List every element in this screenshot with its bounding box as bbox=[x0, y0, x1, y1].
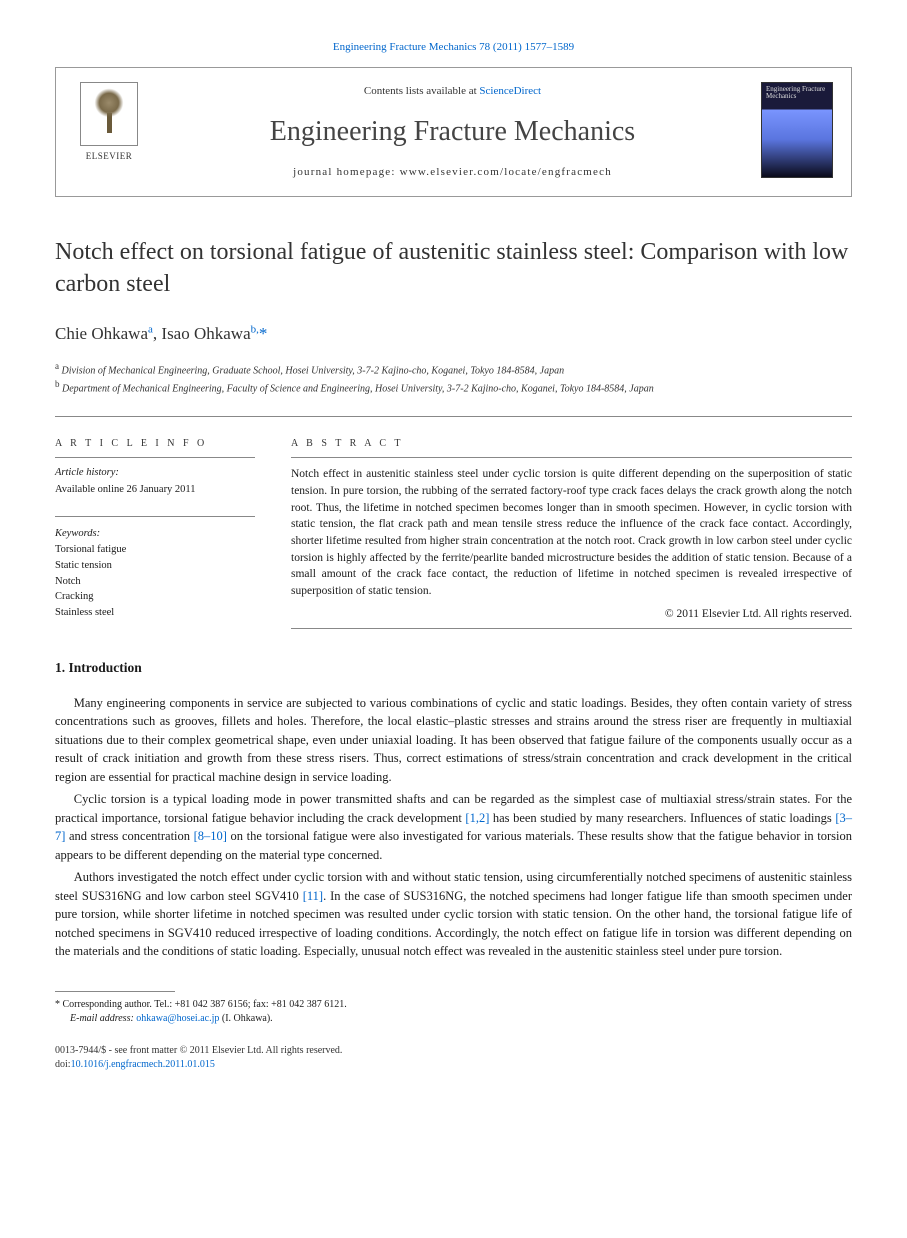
footer-copyright-line: 0013-7944/$ - see front matter © 2011 El… bbox=[55, 1044, 852, 1058]
running-head: Engineering Fracture Mechanics 78 (2011)… bbox=[55, 40, 852, 55]
corresponding-email-link[interactable]: ohkawa@hosei.ac.jp bbox=[136, 1013, 219, 1024]
keyword-item: Cracking bbox=[55, 590, 255, 605]
email-footnote: E-mail address: ohkawa@hosei.ac.jp (I. O… bbox=[55, 1012, 852, 1026]
footer-doi-line: doi:10.1016/j.engfracmech.2011.01.015 bbox=[55, 1058, 852, 1072]
keywords-label: Keywords: bbox=[55, 527, 255, 542]
keyword-item: Stainless steel bbox=[55, 606, 255, 621]
cover-thumb-title: Engineering Fracture Mechanics bbox=[766, 86, 828, 100]
keyword-item: Static tension bbox=[55, 559, 255, 574]
journal-title: Engineering Fracture Mechanics bbox=[162, 112, 743, 151]
publisher-name: ELSEVIER bbox=[74, 150, 144, 163]
citation-link-8-10[interactable]: [8–10] bbox=[194, 829, 227, 843]
email-label: E-mail address: bbox=[70, 1013, 136, 1024]
article-history-value: Available online 26 January 2011 bbox=[55, 483, 255, 498]
footnote-corr-text: Corresponding author. Tel.: +81 042 387 … bbox=[60, 999, 347, 1010]
affil-a-text: Division of Mechanical Engineering, Grad… bbox=[62, 365, 565, 376]
affil-a-sup: a bbox=[55, 361, 59, 371]
info-divider bbox=[55, 516, 255, 517]
publisher-logo-block: ELSEVIER bbox=[74, 82, 144, 163]
para2-text-b: has been studied by many researchers. In… bbox=[489, 811, 835, 825]
article-info-label: A R T I C L E I N F O bbox=[55, 437, 255, 458]
journal-homepage: journal homepage: www.elsevier.com/locat… bbox=[162, 165, 743, 180]
intro-para-1: Many engineering components in service a… bbox=[55, 694, 852, 787]
doi-link[interactable]: 10.1016/j.engfracmech.2011.01.015 bbox=[71, 1059, 215, 1070]
abstract-copyright: © 2011 Elsevier Ltd. All rights reserved… bbox=[291, 606, 852, 622]
citation-link-1-2[interactable]: [1,2] bbox=[465, 811, 489, 825]
masthead-row: ELSEVIER Contents lists available at Sci… bbox=[74, 82, 833, 180]
corresponding-author-footnote: * Corresponding author. Tel.: +81 042 38… bbox=[55, 998, 852, 1012]
abstract-body: Notch effect in austenitic stainless ste… bbox=[291, 466, 852, 599]
citation-link-11[interactable]: [11] bbox=[303, 889, 323, 903]
elsevier-tree-icon bbox=[80, 82, 138, 146]
author-1-name: Chie Ohkawa bbox=[55, 324, 148, 343]
article-title: Notch effect on torsional fatigue of aus… bbox=[55, 237, 852, 299]
email-tail: (I. Ohkawa). bbox=[219, 1013, 272, 1024]
author-list: Chie Ohkawaa, Isao Ohkawab,* bbox=[55, 322, 852, 346]
article-info-column: A R T I C L E I N F O Article history: A… bbox=[55, 437, 255, 628]
abstract-bottom-divider bbox=[291, 628, 852, 629]
article-history-label: Article history: bbox=[55, 466, 255, 481]
info-abstract-row: A R T I C L E I N F O Article history: A… bbox=[55, 437, 852, 628]
masthead-center: Contents lists available at ScienceDirec… bbox=[162, 82, 743, 180]
page-footer: 0013-7944/$ - see front matter © 2011 El… bbox=[55, 1044, 852, 1072]
abstract-label: A B S T R A C T bbox=[291, 437, 852, 458]
affil-b-sup: b bbox=[55, 379, 60, 389]
affiliation-list: a Division of Mechanical Engineering, Gr… bbox=[55, 360, 852, 397]
contents-available-line: Contents lists available at ScienceDirec… bbox=[162, 84, 743, 99]
sciencedirect-link[interactable]: ScienceDirect bbox=[479, 85, 541, 97]
section-heading-introduction: 1. Introduction bbox=[55, 659, 852, 678]
journal-masthead: ELSEVIER Contents lists available at Sci… bbox=[55, 67, 852, 197]
contents-text: Contents lists available at bbox=[364, 85, 479, 97]
author-2-affil-sup[interactable]: b, bbox=[251, 323, 259, 335]
corresponding-author-marker[interactable]: * bbox=[259, 324, 268, 343]
keywords-list: Torsional fatigue Static tension Notch C… bbox=[55, 543, 255, 620]
para2-text-c: and stress concentration bbox=[65, 829, 193, 843]
intro-para-2: Cyclic torsion is a typical loading mode… bbox=[55, 790, 852, 864]
journal-cover-thumbnail: Engineering Fracture Mechanics bbox=[761, 82, 833, 178]
keyword-item: Torsional fatigue bbox=[55, 543, 255, 558]
intro-para-3: Authors investigated the notch effect un… bbox=[55, 868, 852, 961]
keyword-item: Notch bbox=[55, 575, 255, 590]
affil-b-text: Department of Mechanical Engineering, Fa… bbox=[62, 383, 654, 394]
footnote-rule bbox=[55, 991, 175, 992]
author-2-name: Isao Ohkawa bbox=[161, 324, 250, 343]
abstract-column: A B S T R A C T Notch effect in austenit… bbox=[291, 437, 852, 628]
doi-label: doi: bbox=[55, 1059, 71, 1070]
top-divider bbox=[55, 416, 852, 417]
affiliation-b: b Department of Mechanical Engineering, … bbox=[55, 378, 852, 396]
affiliation-a: a Division of Mechanical Engineering, Gr… bbox=[55, 360, 852, 378]
